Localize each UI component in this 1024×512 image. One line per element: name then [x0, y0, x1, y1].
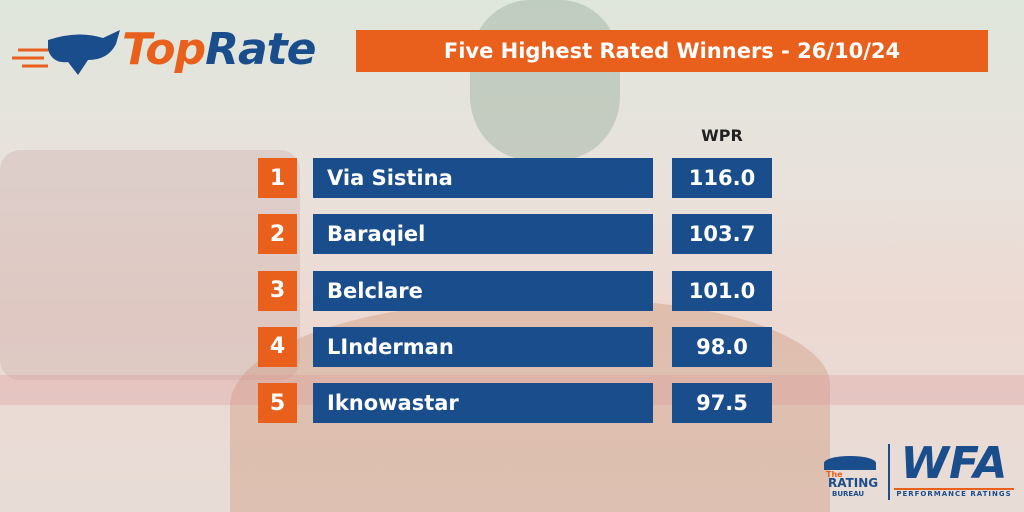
bureau-small: The: [826, 470, 843, 479]
wfa-logo: WFA PERFORMANCE RATINGS: [894, 440, 1014, 498]
crowd-shade: [0, 150, 300, 380]
rank-text: 4: [269, 334, 286, 360]
rating-text: 116.0: [688, 166, 756, 190]
horse-name: Iknowastar: [313, 383, 653, 424]
horse-name-text: Belclare: [327, 278, 423, 303]
rating: 103.7: [672, 214, 772, 255]
horse-name: Belclare: [313, 270, 653, 311]
wfa: WFA: [900, 438, 1008, 489]
rank-text: 2: [269, 221, 286, 247]
horse-name: Via Sistina: [313, 158, 653, 198]
horse-name-text: Baraqiel: [327, 222, 426, 247]
rating: 116.0: [672, 158, 772, 198]
jockey-shade: [470, 0, 620, 160]
rank: 5: [258, 383, 297, 424]
divider: [888, 444, 890, 500]
wfa-sub: PERFORMANCE RATINGS: [894, 488, 1014, 498]
horse-name-text: Via Sistina: [327, 166, 453, 190]
rating-text: 103.7: [688, 222, 756, 247]
bureau-logo: The RATING BUREAU: [822, 448, 884, 500]
rank: 3: [258, 270, 297, 311]
horse-name-text: Iknowastar: [327, 391, 459, 416]
title-bar: Five Highest Rated Winners - 26/10/24: [356, 30, 988, 72]
logo-top: Top: [122, 24, 206, 75]
rank-text: 1: [269, 165, 286, 191]
rank: 4: [258, 326, 297, 367]
rank-text: 3: [269, 278, 286, 304]
rating-text: 101.0: [688, 278, 756, 303]
rating-text: 97.5: [696, 391, 748, 416]
horse-name: Baraqiel: [313, 214, 653, 255]
logo-horse: [12, 30, 120, 75]
rank: 2: [258, 214, 297, 255]
rating: 101.0: [672, 270, 772, 311]
title: Five Highest Rated Winners - 26/10/24: [443, 39, 901, 63]
rank: 1: [258, 158, 297, 198]
bureau-name: RATING: [828, 476, 879, 490]
logo-text: TopRate: [122, 24, 317, 75]
horse-name-text: LInderman: [327, 334, 454, 359]
rating: 98.0: [672, 326, 772, 367]
rating: 97.5: [672, 383, 772, 424]
bureau-sub: BUREAU: [832, 490, 865, 498]
logo-rate: Rate: [205, 24, 316, 75]
column-header: WPR: [701, 126, 743, 145]
horse-name: LInderman: [313, 326, 653, 367]
rank-text: 5: [269, 390, 286, 416]
rating-text: 98.0: [696, 334, 748, 359]
